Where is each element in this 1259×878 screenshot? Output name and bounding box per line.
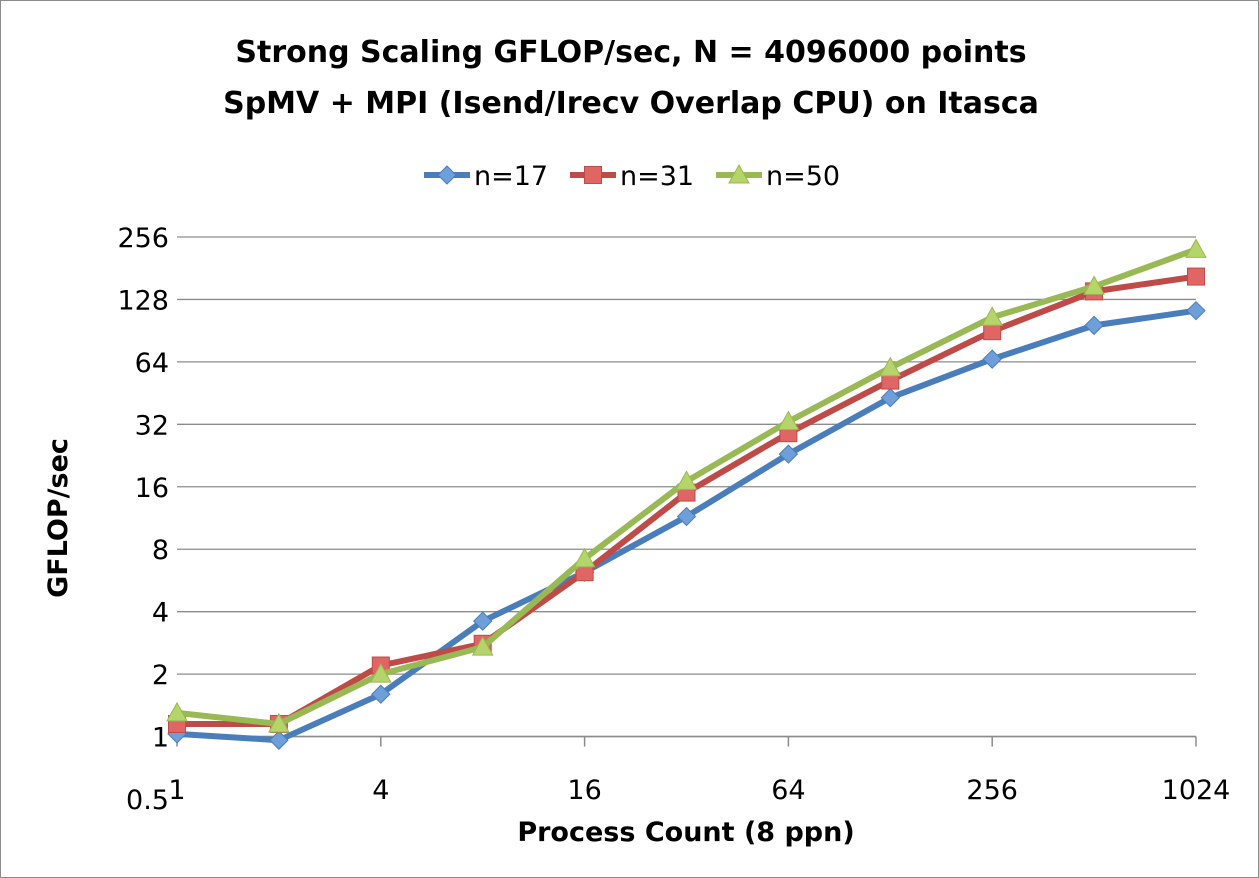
- y-tick-label: 8: [152, 535, 169, 566]
- data-point: [1083, 275, 1105, 295]
- x-tick-label: 256: [966, 775, 1018, 806]
- data-point: [981, 306, 1004, 326]
- legend-item: n=31: [570, 161, 694, 192]
- y-tick-label: 64: [135, 348, 169, 379]
- legend-label: n=17: [474, 161, 548, 192]
- x-tick-label: 1024: [1162, 775, 1231, 806]
- data-point: [166, 701, 188, 722]
- data-point: [777, 410, 800, 431]
- series-layer: [166, 238, 1207, 750]
- data-point: [982, 349, 1002, 369]
- x-tick-label: 1: [168, 775, 185, 806]
- y-tick-label: 32: [135, 410, 169, 441]
- y-axis-ticks: 0.5 1 2 4 8 16 32 64 128 256: [117, 223, 169, 816]
- data-point: [471, 636, 494, 656]
- data-point: [269, 730, 289, 750]
- x-axis-ticks: 1 4 16 64 256 1024: [168, 775, 1230, 806]
- chart-subtitle: SpMV + MPI (Isend/Irecv Overlap CPU) on …: [223, 86, 1039, 121]
- x-axis-title: Process Count (8 ppn): [517, 817, 854, 848]
- data-point: [573, 547, 596, 568]
- chart-title: Strong Scaling GFLOP/sec, N = 4096000 po…: [235, 35, 1026, 70]
- series-n=50: [166, 238, 1207, 733]
- legend-marker: [437, 165, 457, 185]
- x-tick-label: 4: [372, 775, 389, 806]
- legend-label: n=50: [766, 161, 840, 192]
- data-point: [268, 712, 290, 733]
- legend: n=17 n=31 n=50: [424, 161, 840, 192]
- y-tick-label: 128: [117, 285, 169, 316]
- x-axis: [176, 735, 1197, 747]
- data-point: [778, 444, 799, 464]
- data-point: [1084, 315, 1104, 336]
- x-tick-label: 64: [771, 775, 805, 806]
- data-point: [371, 684, 391, 704]
- y-tick-label: 16: [135, 473, 169, 504]
- series-n=17: [167, 300, 1206, 750]
- y-tick-label: 256: [117, 223, 169, 254]
- y-tick-label: 1: [152, 723, 169, 754]
- data-point: [1186, 300, 1206, 321]
- legend-label: n=31: [620, 161, 694, 192]
- data-point: [1187, 267, 1205, 286]
- legend-item: n=17: [424, 161, 548, 192]
- data-point: [676, 506, 697, 527]
- legend-item: n=50: [716, 161, 840, 192]
- data-point: [879, 356, 902, 377]
- y-tick-label: 0.5: [126, 785, 169, 816]
- data-point: [1185, 238, 1207, 258]
- data-point: [369, 663, 392, 683]
- data-point: [880, 388, 901, 408]
- y-axis-title: GFLOP/sec: [43, 438, 74, 598]
- y-tick-label: 2: [152, 660, 169, 691]
- data-point: [675, 470, 698, 490]
- x-tick-label: 16: [567, 775, 601, 806]
- legend-marker: [728, 163, 750, 184]
- y-tick-label: 4: [152, 598, 169, 629]
- legend-marker: [584, 166, 602, 184]
- data-point: [472, 611, 493, 631]
